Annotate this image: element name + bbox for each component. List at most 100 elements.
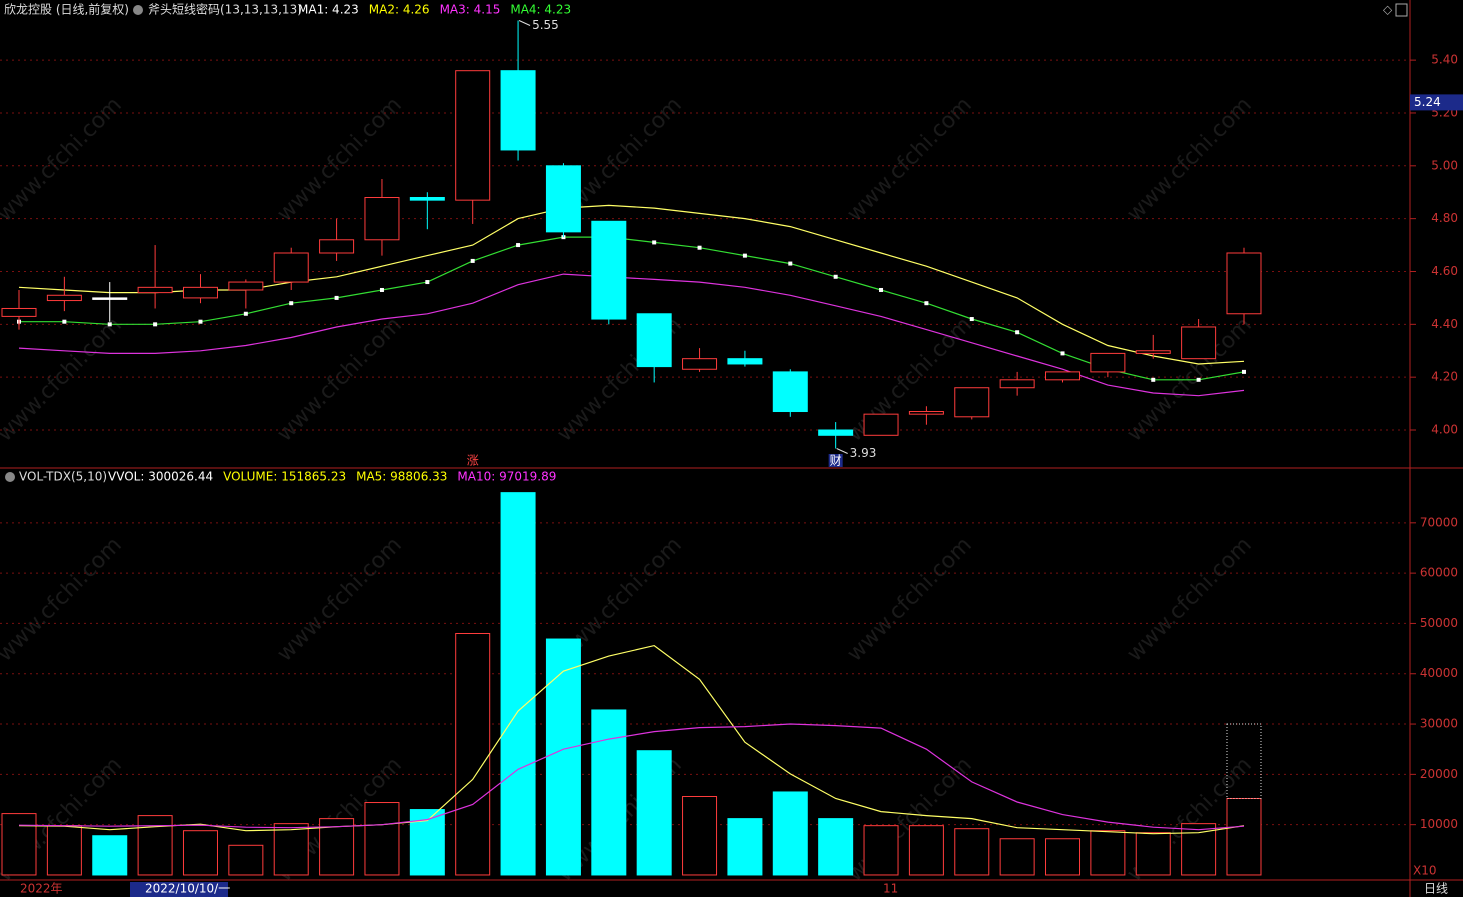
y-tick-label: 30000 (1420, 717, 1458, 731)
ma-dot (62, 319, 67, 324)
volume-bar (500, 492, 536, 876)
icon[interactable] (1395, 3, 1408, 17)
candle-body (455, 70, 491, 201)
candle-body (1, 307, 37, 317)
stock-title: 欣龙控股 (日线,前复权) (4, 2, 129, 17)
legend-entry: MA1: 4.23 (298, 3, 359, 17)
ma-dot (516, 243, 521, 248)
candle-body (727, 358, 763, 365)
y-tick-label: 4.80 (1431, 211, 1458, 225)
volume-bar (319, 818, 355, 876)
y-tick-label: 5.00 (1431, 158, 1458, 172)
volume-bar (999, 838, 1035, 876)
volume-bar (137, 815, 173, 876)
volume-bar (1181, 823, 1217, 876)
low-label: 3.93 (850, 446, 877, 460)
ma-line (18, 273, 1245, 397)
x-label: 2022年 (20, 882, 63, 896)
ma-dot (652, 240, 657, 245)
candle-body (1090, 352, 1126, 373)
legend-entry: MA5: 98806.33 (356, 470, 447, 484)
event-marker: 涨 (467, 453, 479, 468)
y-tick-label: 4.00 (1431, 423, 1458, 437)
candle-body (1226, 252, 1262, 315)
ma-dot (1196, 377, 1201, 382)
indicator-icon (133, 5, 143, 15)
ma-dot (470, 258, 475, 263)
x-label: 2022/10/10/一 (145, 882, 230, 896)
ma-dot (742, 253, 747, 258)
candle-body (46, 294, 82, 302)
volume-bar (908, 825, 944, 876)
candle-body (182, 286, 218, 299)
y-tick-label: 4.60 (1431, 264, 1458, 278)
candle-body (273, 252, 309, 283)
y-tick-label: 20000 (1420, 767, 1458, 781)
price-marker-box (1410, 94, 1463, 111)
candle-body (818, 429, 854, 436)
candle-body (954, 387, 990, 418)
ma-dot (833, 274, 838, 279)
ma-dot (879, 287, 884, 292)
volume-bar (772, 791, 808, 876)
volume-bar (92, 835, 128, 876)
volume-bar (682, 795, 718, 876)
volume-bar (182, 830, 218, 876)
x-label: 11 (883, 882, 898, 896)
candle-body (500, 70, 536, 151)
unit-label: X10 (1413, 864, 1437, 878)
candle-body (137, 286, 173, 294)
ma-line (19, 236, 1245, 381)
candle-body (92, 297, 128, 300)
candle-body (682, 358, 718, 370)
volume-bar (1, 813, 37, 876)
icon[interactable]: ◇ (1383, 3, 1393, 17)
legend-entry: VVOL: 300026.44 (108, 470, 213, 484)
candle-body (636, 313, 672, 368)
legend-entry: MA10: 97019.89 (457, 470, 556, 484)
candle-body (908, 411, 944, 415)
price-marker: 5.24 (1414, 95, 1441, 109)
candle-body (228, 281, 264, 291)
volume-bar (1045, 838, 1081, 876)
candle-body (409, 197, 445, 201)
ma-dot (243, 311, 248, 316)
ma-dot (334, 295, 339, 300)
candle-body (1045, 371, 1081, 381)
volume-bar (1226, 798, 1262, 876)
y-tick-label: 10000 (1420, 817, 1458, 831)
y-tick-label: 5.40 (1431, 53, 1458, 67)
volume-bar (545, 638, 581, 876)
ma-dot (107, 322, 112, 327)
candle-body (863, 413, 899, 436)
ma-dot (788, 261, 793, 266)
volume-bar (727, 818, 763, 876)
ma-dot (1241, 369, 1246, 374)
y-tick-label: 4.20 (1431, 370, 1458, 384)
ma-dot (924, 301, 929, 306)
volume-bar (1135, 832, 1171, 876)
indicator-name: 斧头短线密码(13,13,13,13) (148, 2, 302, 17)
volume-bar (1090, 830, 1126, 876)
volume-bar (863, 825, 899, 876)
ma-dot (1015, 330, 1020, 335)
ma-dot (379, 287, 384, 292)
pointer (518, 20, 531, 26)
indicator-icon (5, 472, 15, 482)
candle-body (1135, 350, 1171, 354)
high-label: 5.55 (532, 18, 559, 32)
y-tick-label: 70000 (1420, 515, 1458, 529)
candle-body (319, 239, 355, 254)
legend-entry: MA4: 4.23 (510, 3, 571, 17)
ma-dot (697, 245, 702, 250)
volume-bar (364, 802, 400, 876)
event-marker: 财 (830, 454, 842, 468)
period-label[interactable]: 日线 (1424, 882, 1448, 896)
volume-bar (954, 828, 990, 876)
volume-bar (228, 844, 264, 876)
ma-dot (153, 322, 158, 327)
y-tick-label: 40000 (1420, 666, 1458, 680)
ma-dot (969, 317, 974, 322)
candle-body (1181, 326, 1217, 360)
